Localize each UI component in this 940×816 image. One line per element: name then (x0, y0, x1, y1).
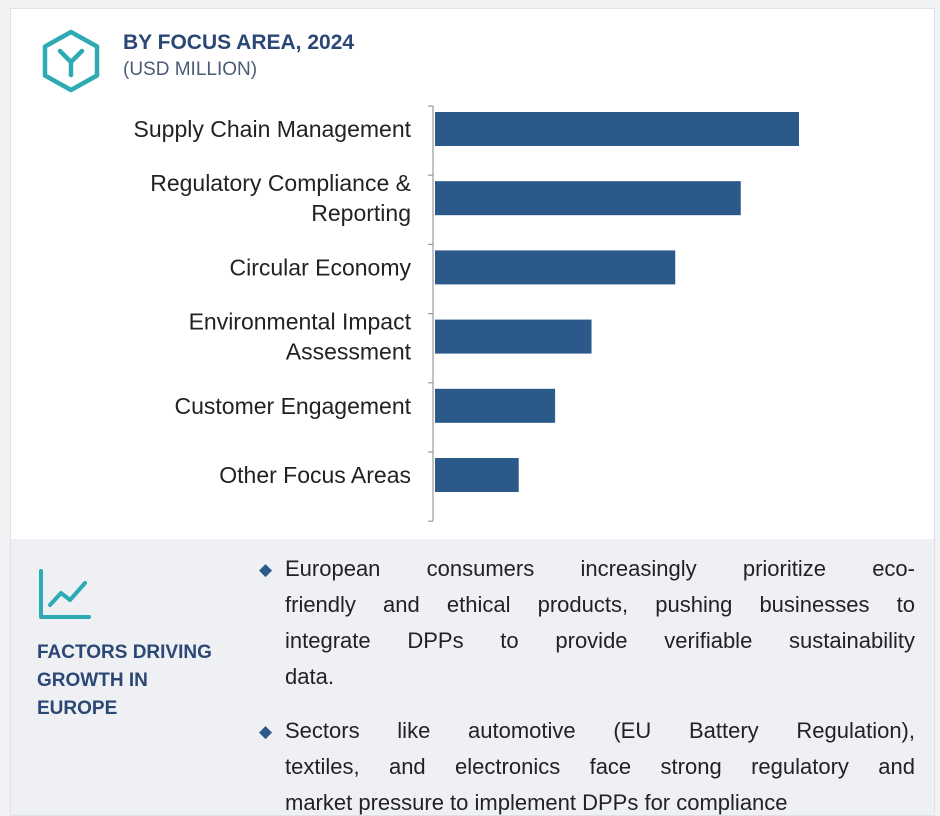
chart-subtitle: (USD MILLION) (123, 59, 258, 80)
factor-bullet: ◆ European consumers increasingly priorit… (255, 551, 915, 695)
factors-panel: FACTORS DRIVING GROWTH IN EUROPE ◆ European… (11, 539, 934, 815)
category-label: Environmental Impact (189, 309, 412, 335)
bar (435, 181, 741, 216)
bar (435, 388, 556, 423)
factors-title: FACTORS DRIVING GROWTH IN EUROPE (37, 639, 247, 723)
bar (435, 250, 676, 285)
factors-title-line: EUROPE (37, 698, 118, 719)
bar (435, 319, 592, 354)
factor-bullet: ◆ Sectors like automotive (EU Battery Reg… (255, 713, 915, 815)
factor-bullet-line: Sectors like automotive (EU Battery Regu… (285, 718, 915, 743)
factor-bullet-line: European consumers increasingly prioriti… (285, 556, 915, 581)
factor-bullet-line: data. (285, 664, 334, 689)
category-label: Assessment (286, 339, 412, 365)
report-card: BY FOCUS AREA, 2024 (USD MILLION) Supply… (10, 8, 935, 816)
category-label: Other Focus Areas (219, 462, 411, 488)
hexagon-y-icon (42, 29, 100, 93)
category-label: Supply Chain Management (134, 116, 412, 142)
factor-bullet-line: friendly and ethical products, pushing b… (285, 592, 915, 617)
chart-title: BY FOCUS AREA, 2024 (123, 31, 355, 54)
category-label: Regulatory Compliance & (150, 170, 411, 196)
factors-title-line: GROWTH IN (37, 670, 148, 691)
category-label: Customer Engagement (174, 393, 411, 419)
factor-bullet-line: integrate DPPs to provide verifiable sus… (285, 628, 915, 653)
category-label: Circular Economy (230, 254, 412, 280)
category-label: Reporting (311, 200, 411, 226)
factor-bullet-line: textiles, and electronics face strong re… (285, 754, 915, 779)
factors-bullet-list: ◆ European consumers increasingly priorit… (255, 551, 915, 815)
chart-header: BY FOCUS AREA, 2024 (USD MILLION) (11, 9, 934, 99)
bar-chart: Supply Chain Management Regulatory Compli… (134, 105, 799, 522)
line-chart-icon (39, 569, 91, 619)
diamond-bullet-icon: ◆ (259, 722, 273, 741)
bar (435, 458, 519, 492)
bar (435, 112, 799, 146)
diamond-bullet-icon: ◆ (259, 560, 273, 579)
factors-title-line: FACTORS DRIVING (37, 642, 212, 663)
factor-bullet-line: market pressure to implement DPPs for co… (285, 790, 788, 815)
